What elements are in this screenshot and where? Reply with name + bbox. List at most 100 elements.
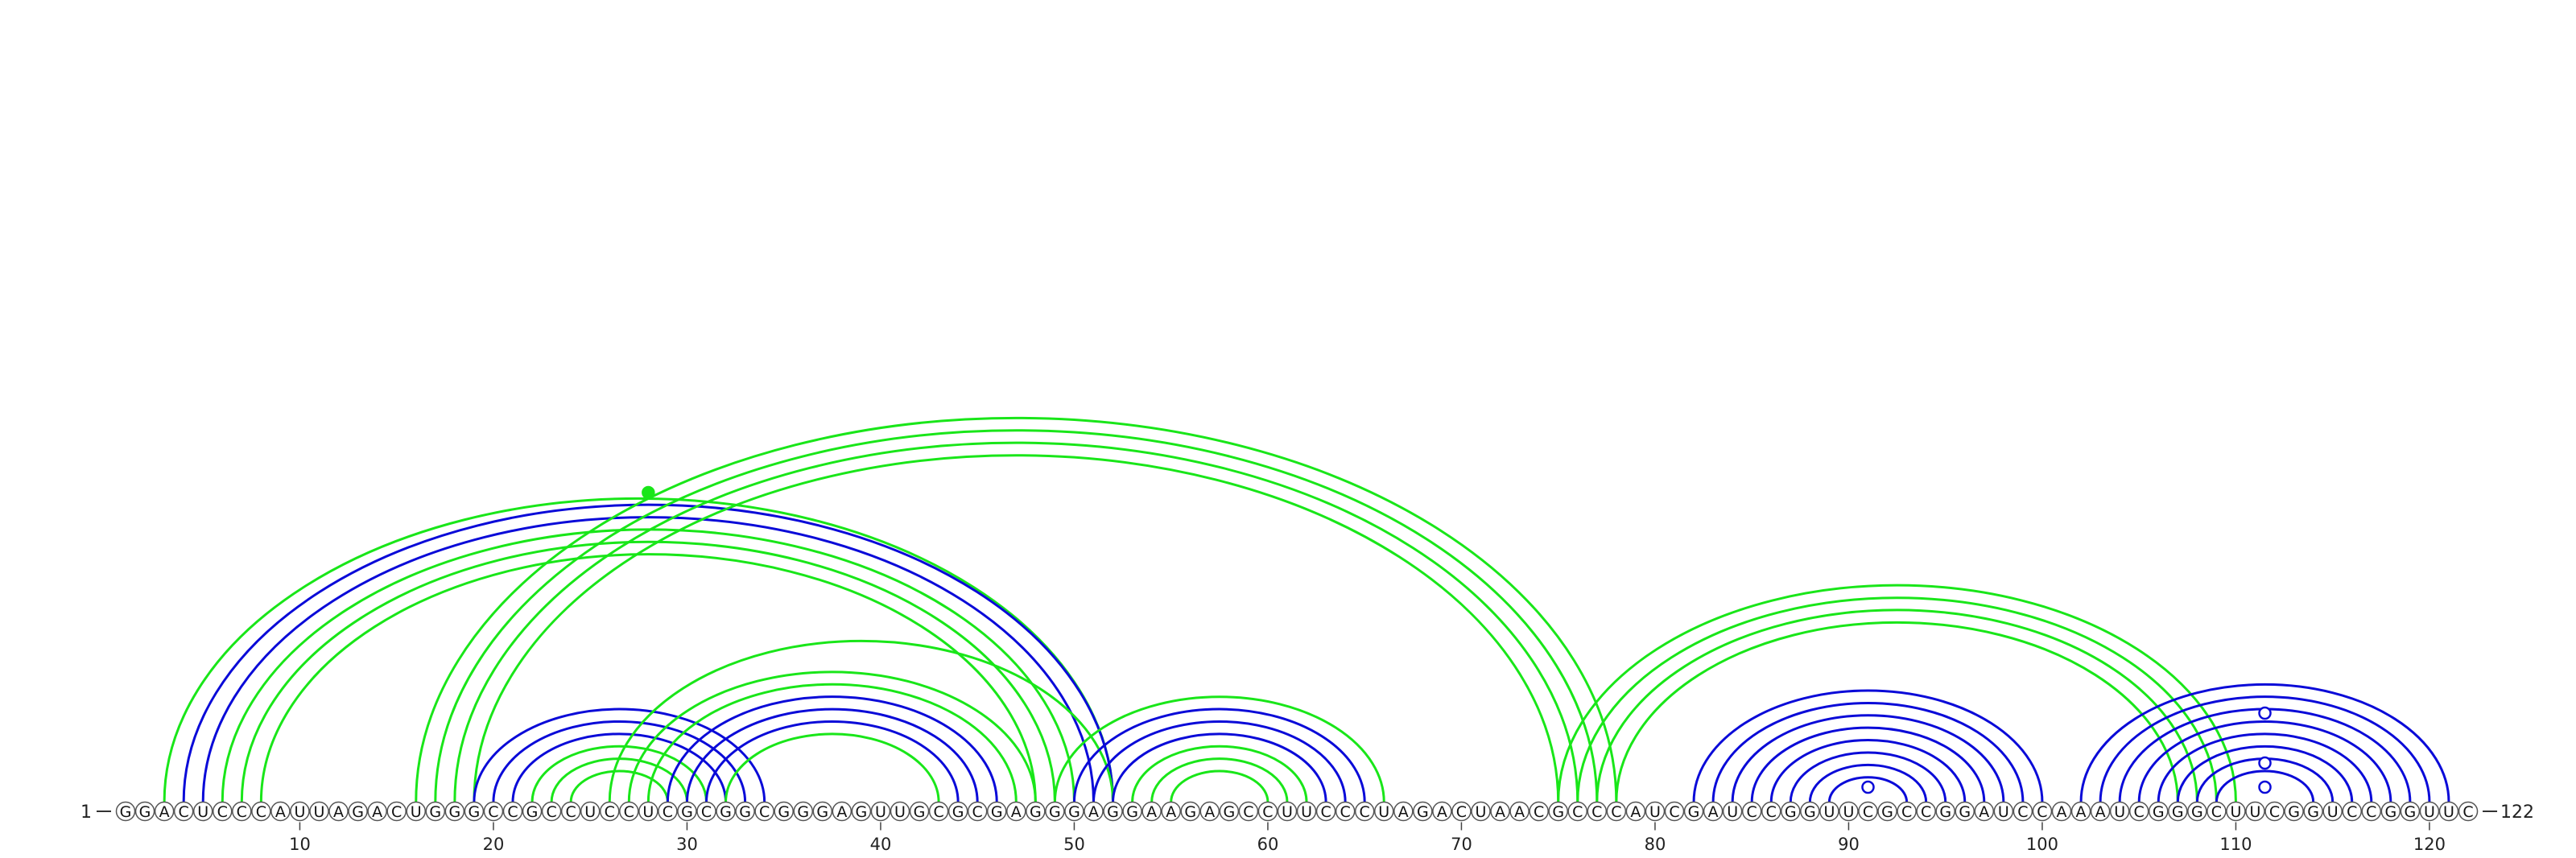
nucleotide-122: C xyxy=(2458,801,2479,822)
nucleotide-circle xyxy=(1219,801,1240,822)
nucleotide-letter: A xyxy=(1398,803,1409,821)
nucleotide-circle xyxy=(560,801,581,822)
nucleotide-circle xyxy=(1064,801,1084,822)
nucleotide-circle xyxy=(812,801,833,822)
nucleotide-78: C xyxy=(1606,801,1627,822)
nucleotide-letter: A xyxy=(1979,803,1989,821)
nucleotide-23: C xyxy=(541,801,562,822)
nucleotide-105: C xyxy=(2128,801,2149,822)
nucleotide-84: U xyxy=(1722,801,1743,822)
pair-arc-83-99 xyxy=(1711,701,2025,802)
nucleotide-letter: C xyxy=(2134,803,2145,821)
nucleotide-circle xyxy=(1335,801,1356,822)
nucleotide-letter: G xyxy=(914,803,926,821)
nucleotide-circle xyxy=(1916,801,1936,822)
pair-arc-106-117 xyxy=(2157,732,2373,802)
nucleotide-circle xyxy=(154,801,175,822)
nucleotide-65: C xyxy=(1354,801,1375,822)
nucleotide-letter: G xyxy=(120,803,132,821)
nucleotide-36: G xyxy=(793,801,813,822)
pair-arc-21-32 xyxy=(511,732,728,802)
nucleotide-circle xyxy=(1548,801,1568,822)
nucleotide-circle xyxy=(232,801,252,822)
nucleotide-letter: A xyxy=(333,803,344,821)
nucleotide-letter: G xyxy=(139,803,151,821)
nucleotide-63: C xyxy=(1315,801,1336,822)
nucleotide-circle xyxy=(309,801,329,822)
tick-label-80: 80 xyxy=(1645,835,1666,854)
nucleotide-112: C xyxy=(2264,801,2285,822)
nucleotide-80: U xyxy=(1645,801,1666,822)
nucleotide-letter: G xyxy=(1785,803,1797,821)
tick-label-70: 70 xyxy=(1451,835,1472,854)
start-label: 1 xyxy=(80,802,92,823)
nucleotide-48: G xyxy=(1026,801,1046,822)
nucleotide-95: G xyxy=(1935,801,1955,822)
nucleotide-letter: C xyxy=(759,803,770,821)
nucleotide-87: G xyxy=(1781,801,1801,822)
nucleotide-52: G xyxy=(1103,801,1123,822)
pair-arc-103-120 xyxy=(2099,695,2431,802)
nucleotide-40: U xyxy=(870,801,891,822)
nucleotide-letter: C xyxy=(701,803,712,821)
end-label: 122 xyxy=(2500,802,2534,823)
pair-arc-51-64 xyxy=(1092,720,1347,802)
nucleotide-circle xyxy=(2245,801,2265,822)
nucleotide-circle xyxy=(1761,801,1781,822)
nucleotide-98: U xyxy=(1993,801,2014,822)
nucleotide-letter: A xyxy=(1514,803,1525,821)
nucleotide-83: A xyxy=(1703,801,1724,822)
nucleotide-letter: C xyxy=(1320,803,1331,821)
nucleotide-circle xyxy=(1199,801,1220,822)
nucleotide-circle xyxy=(1839,801,1859,822)
nucleotide-69: A xyxy=(1432,801,1452,822)
nucleotide-circle xyxy=(1897,801,1917,822)
nucleotide-74: C xyxy=(1529,801,1549,822)
nucleotide-letter: A xyxy=(1630,803,1641,821)
nucleotide-121: U xyxy=(2438,801,2459,822)
nucleotide-70: C xyxy=(1451,801,1472,822)
nucleotide-45: C xyxy=(967,801,988,822)
nucleotide-circle xyxy=(1354,801,1375,822)
nucleotide-57: A xyxy=(1199,801,1220,822)
nucleotide-letter: C xyxy=(605,803,615,821)
nucleotide-76: C xyxy=(1567,801,1587,822)
nucleotide-circle xyxy=(1238,801,1259,822)
nucleotide-letter: C xyxy=(1340,803,1351,821)
pair-arc-8-48 xyxy=(259,553,1037,802)
nucleotide-circle xyxy=(2051,801,2072,822)
nucleotide-circle xyxy=(2419,801,2440,822)
nucleotide-55: A xyxy=(1161,801,1181,822)
nucleotide-circle xyxy=(1161,801,1181,822)
pair-arc-75-110 xyxy=(1557,584,2237,802)
nucleotide-letter: U xyxy=(1301,803,1312,821)
nucleotide-letter: G xyxy=(1959,803,1971,821)
nucleotide-circle xyxy=(1703,801,1724,822)
nucleotide-letter: A xyxy=(1437,803,1447,821)
nucleotide-letter: C xyxy=(256,803,266,821)
pair-arc-85-97 xyxy=(1750,726,1986,802)
nucleotide-circle xyxy=(213,801,233,822)
nucleotide-letter: C xyxy=(1534,803,1544,821)
nucleotide-89: U xyxy=(1819,801,1839,822)
pair-arc-30-45 xyxy=(685,707,979,802)
pair-arc-77-108 xyxy=(1596,608,2198,802)
nucleotide-1: G xyxy=(115,801,136,822)
nucleotide-41: U xyxy=(890,801,910,822)
nucleotide-letter: U xyxy=(1378,803,1389,821)
nucleotide-19: G xyxy=(464,801,485,822)
nucleotide-circle xyxy=(1471,801,1491,822)
nucleotide-circle xyxy=(2322,801,2343,822)
marker-0 xyxy=(642,485,655,500)
nucleotide-letter: C xyxy=(2017,803,2028,821)
nucleotide-circle xyxy=(870,801,891,822)
nucleotide-letter: G xyxy=(2172,803,2184,821)
nucleotide-16: U xyxy=(406,801,426,822)
nucleotide-circle xyxy=(2303,801,2323,822)
nucleotide-39: G xyxy=(851,801,872,822)
nucleotide-15: C xyxy=(386,801,407,822)
nucleotide-letter: G xyxy=(1068,803,1080,821)
nucleotide-102: A xyxy=(2070,801,2091,822)
nucleotide-letter: G xyxy=(1223,803,1235,821)
